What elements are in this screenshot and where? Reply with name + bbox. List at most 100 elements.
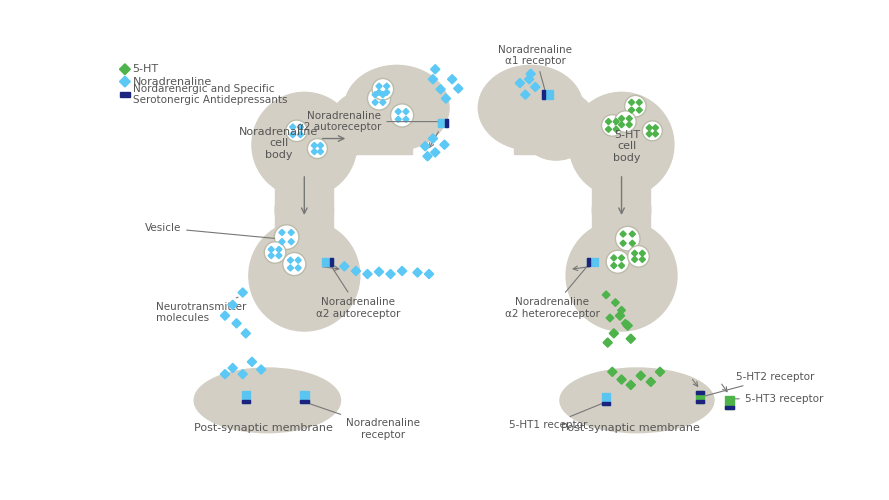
Bar: [587, 258, 590, 266]
Polygon shape: [238, 370, 247, 379]
Bar: [330, 258, 332, 266]
Polygon shape: [279, 238, 285, 245]
Polygon shape: [384, 83, 389, 89]
Polygon shape: [288, 230, 294, 235]
Polygon shape: [290, 132, 296, 138]
Polygon shape: [611, 255, 617, 261]
Polygon shape: [428, 74, 437, 84]
Polygon shape: [424, 270, 434, 278]
Polygon shape: [386, 270, 396, 278]
Text: Vesicle: Vesicle: [145, 223, 275, 238]
Polygon shape: [238, 288, 247, 297]
Polygon shape: [646, 377, 655, 386]
Polygon shape: [340, 262, 349, 271]
Bar: [587, 258, 597, 266]
Bar: [602, 392, 611, 405]
Polygon shape: [430, 64, 440, 74]
Polygon shape: [287, 257, 293, 264]
Text: 5-HT3 receptor: 5-HT3 receptor: [733, 394, 823, 404]
Polygon shape: [613, 118, 620, 124]
Ellipse shape: [478, 66, 583, 150]
Polygon shape: [298, 124, 303, 130]
Bar: [696, 400, 704, 404]
Polygon shape: [617, 375, 626, 384]
Polygon shape: [295, 257, 301, 264]
Bar: [725, 406, 733, 409]
Polygon shape: [631, 256, 637, 262]
Polygon shape: [525, 74, 533, 84]
Circle shape: [286, 120, 308, 142]
Polygon shape: [626, 116, 632, 121]
Polygon shape: [396, 108, 401, 114]
Polygon shape: [220, 370, 229, 379]
Polygon shape: [637, 100, 643, 105]
Bar: [322, 258, 332, 266]
Polygon shape: [620, 231, 626, 237]
Polygon shape: [655, 367, 665, 376]
Polygon shape: [430, 148, 440, 157]
Polygon shape: [613, 126, 620, 132]
Polygon shape: [605, 118, 612, 124]
Polygon shape: [241, 328, 251, 338]
Polygon shape: [619, 116, 625, 121]
Text: Noradrenaline
α2 heteroreceptor: Noradrenaline α2 heteroreceptor: [505, 262, 600, 319]
Circle shape: [602, 114, 623, 136]
Polygon shape: [626, 334, 636, 344]
Polygon shape: [276, 252, 282, 258]
Bar: [542, 90, 545, 99]
Polygon shape: [603, 338, 613, 347]
Polygon shape: [412, 268, 422, 277]
Polygon shape: [403, 108, 409, 114]
Polygon shape: [626, 380, 636, 390]
Polygon shape: [268, 246, 275, 252]
Circle shape: [372, 78, 394, 100]
Text: Nordarenergic and Specific
Serotonergic Antidepressants: Nordarenergic and Specific Serotonergic …: [132, 84, 287, 106]
Text: Noradrenaline
α1 receptor: Noradrenaline α1 receptor: [499, 44, 573, 94]
Circle shape: [367, 87, 390, 110]
Ellipse shape: [306, 114, 367, 160]
Polygon shape: [287, 265, 293, 271]
Polygon shape: [526, 69, 535, 78]
Polygon shape: [639, 256, 645, 262]
Polygon shape: [619, 122, 625, 128]
Polygon shape: [372, 92, 378, 98]
Bar: [725, 396, 733, 409]
Polygon shape: [629, 240, 636, 246]
Polygon shape: [228, 300, 237, 310]
Circle shape: [606, 250, 629, 274]
Polygon shape: [516, 78, 525, 88]
Polygon shape: [268, 252, 275, 258]
Polygon shape: [447, 74, 457, 84]
Polygon shape: [420, 142, 429, 151]
Polygon shape: [384, 90, 389, 96]
Ellipse shape: [525, 114, 587, 160]
Polygon shape: [257, 365, 266, 374]
Bar: [514, 114, 621, 154]
Bar: [602, 402, 611, 405]
Text: Post-synaptic membrane: Post-synaptic membrane: [194, 423, 333, 433]
Ellipse shape: [592, 181, 651, 240]
Circle shape: [614, 111, 637, 132]
Text: Noradrenaline
receptor: Noradrenaline receptor: [307, 403, 420, 440]
Polygon shape: [380, 92, 386, 98]
Bar: [437, 119, 448, 128]
Text: Noradrenaline: Noradrenaline: [132, 76, 212, 86]
Polygon shape: [298, 132, 303, 138]
Circle shape: [264, 242, 286, 264]
Polygon shape: [228, 364, 237, 372]
Polygon shape: [521, 90, 530, 100]
Polygon shape: [619, 255, 625, 261]
Polygon shape: [376, 83, 382, 89]
Polygon shape: [605, 126, 612, 132]
Polygon shape: [317, 142, 324, 148]
Text: Post-synaptic membrane: Post-synaptic membrane: [561, 423, 701, 433]
Polygon shape: [620, 240, 626, 246]
Polygon shape: [232, 318, 241, 328]
Polygon shape: [453, 84, 463, 93]
Circle shape: [390, 104, 413, 127]
Polygon shape: [619, 262, 625, 268]
Polygon shape: [639, 250, 645, 256]
Ellipse shape: [249, 220, 360, 331]
Polygon shape: [428, 134, 437, 143]
Bar: [542, 90, 553, 99]
